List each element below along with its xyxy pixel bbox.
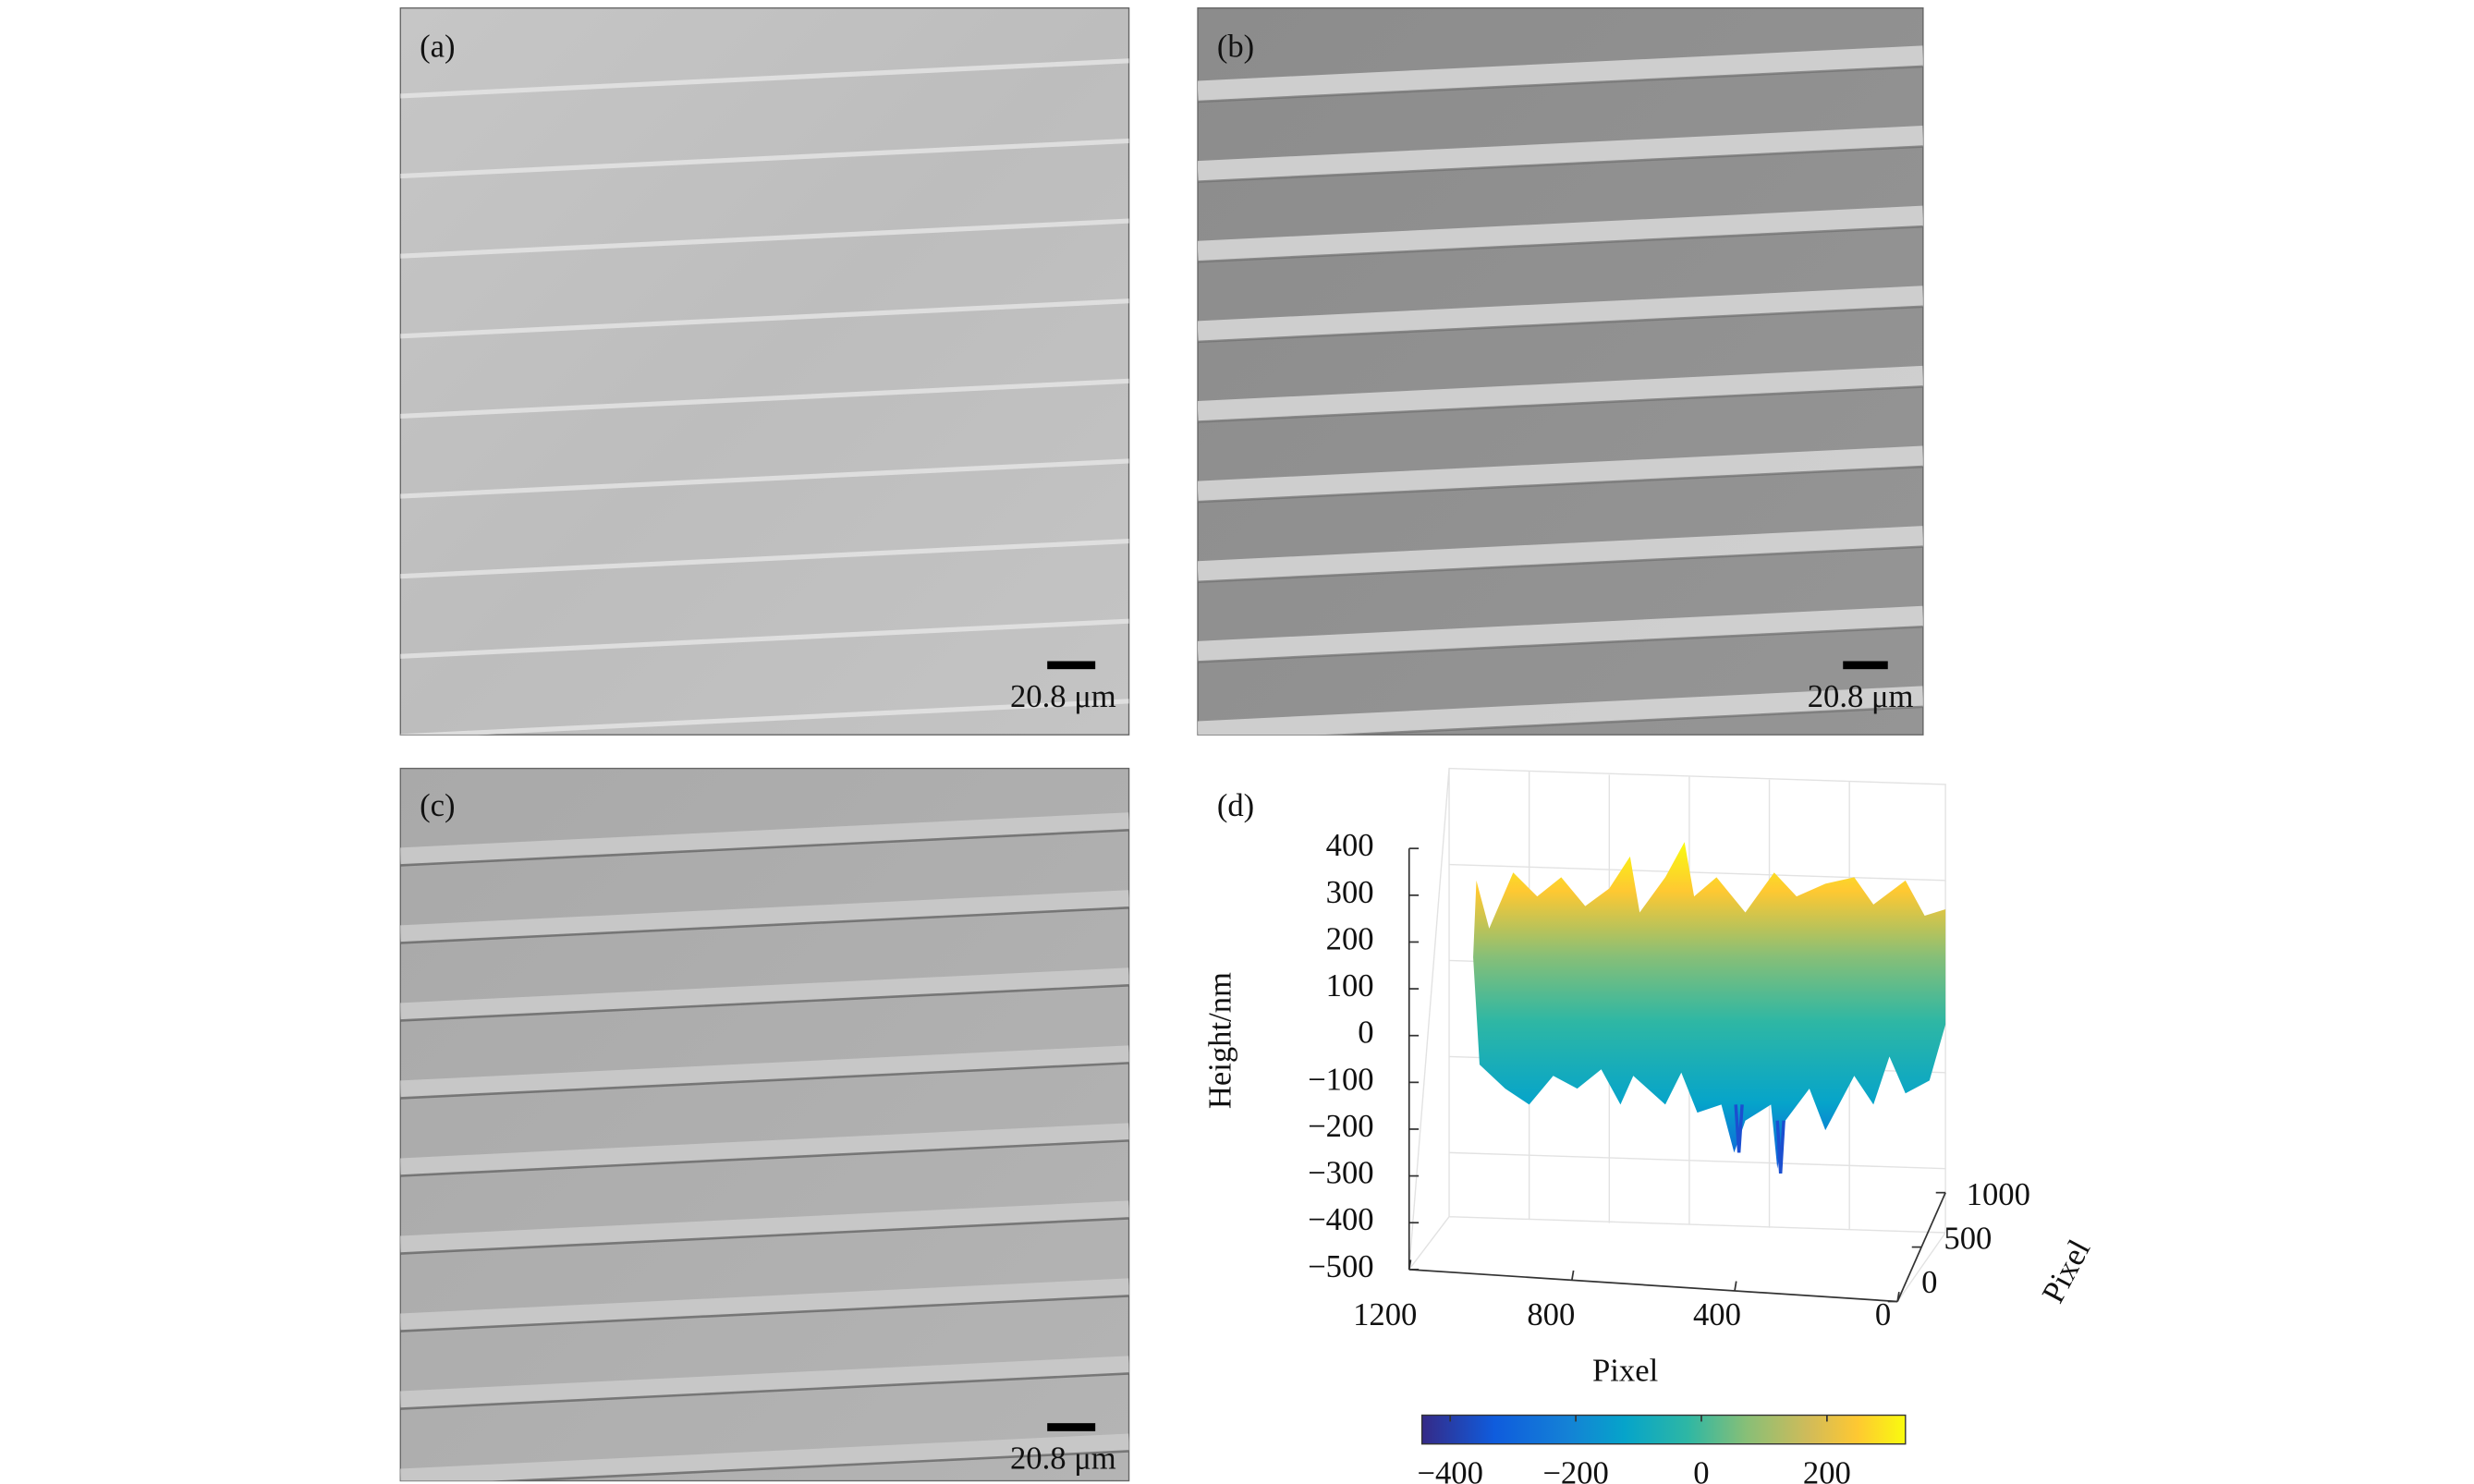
stripe: [400, 1045, 1129, 1099]
z-tick-label: 300: [1326, 875, 1374, 910]
stripe: [1198, 445, 1923, 503]
y-axis-title: Pixel: [2035, 1235, 2097, 1309]
colorbar-tick-label: 200: [1803, 1455, 1851, 1484]
stripe: [1198, 205, 1923, 262]
stripe: [1198, 526, 1923, 582]
x-tick: [1408, 1259, 1412, 1270]
stripe-edge: [1198, 65, 1923, 103]
y-tick-label: 1000: [1967, 1177, 2030, 1212]
panel-label: (c): [420, 788, 455, 823]
x-tick-label: 0: [1875, 1297, 1891, 1332]
stripe-edge: [400, 1139, 1129, 1177]
panel-label: (d): [1217, 788, 1254, 823]
stripes: [1198, 45, 1923, 736]
x-tick-label: 800: [1527, 1297, 1575, 1332]
stripe: [400, 967, 1129, 1021]
stripe: [400, 699, 1129, 736]
stripe-edge: [491, 1450, 1129, 1481]
z-tick-label: 400: [1326, 828, 1374, 863]
x-tick: [1734, 1281, 1737, 1292]
z-tick-label: 200: [1326, 921, 1374, 956]
stripe-edge: [400, 1372, 1129, 1410]
stripe-edge: [400, 1062, 1129, 1100]
panel-label: (a): [420, 30, 455, 65]
colorbar-tick-label: −200: [1542, 1455, 1608, 1484]
z-tick-label: −200: [1308, 1109, 1373, 1144]
stripe: [400, 1123, 1129, 1176]
stripe-edge: [400, 984, 1129, 1022]
scale-bar-label: 20.8 μm: [1808, 679, 1914, 714]
stripe-edge: [400, 906, 1129, 944]
stripe-edge: [400, 828, 1129, 867]
stripe: [400, 1433, 1129, 1481]
colorbar: [1420, 1414, 1907, 1445]
stripe: [400, 58, 1129, 99]
stripe-edge: [1198, 385, 1923, 423]
y-tick-label: 500: [1944, 1221, 1992, 1256]
stripe-edge: [1198, 625, 1923, 663]
y-tick-label: 0: [1921, 1265, 1937, 1300]
colorbar-tick-label: −400: [1417, 1455, 1482, 1484]
stripe: [1198, 126, 1923, 182]
scale-bar: [1047, 1423, 1096, 1431]
stripe: [400, 378, 1129, 420]
stripe-edge: [1198, 225, 1923, 263]
z-tick-label: −500: [1308, 1249, 1373, 1284]
z-axis-title: Height/nm: [1203, 972, 1238, 1109]
stripe: [1198, 45, 1923, 102]
panel-c: (c) 20.8 μm: [399, 767, 1130, 1482]
micrograph: [399, 6, 1130, 736]
panel-label: (b): [1217, 30, 1254, 65]
stripe: [400, 458, 1129, 499]
height-surface: [1473, 842, 1946, 1169]
panel-b: (b) 20.8 μm: [1197, 6, 1924, 736]
stripe-edge: [1198, 305, 1923, 344]
stripe: [1198, 286, 1923, 342]
stripe-edge: [1198, 545, 1923, 584]
stripe: [400, 1278, 1129, 1332]
z-tick-label: 0: [1358, 1016, 1373, 1051]
stripe: [1198, 605, 1923, 663]
z-tick-label: −400: [1308, 1202, 1373, 1237]
z-tick-label: −100: [1308, 1062, 1373, 1097]
stripe: [1198, 365, 1923, 422]
z-tick-label: −300: [1308, 1156, 1373, 1191]
z-tick-label: 100: [1326, 968, 1374, 1004]
stripes: [400, 58, 1129, 736]
stripe: [400, 298, 1129, 339]
x-axis-line: [1408, 1268, 1898, 1303]
stripe-edge: [1198, 145, 1923, 183]
stripe: [400, 538, 1129, 579]
surface-spike: [1734, 1104, 1785, 1174]
stripe: [400, 890, 1129, 943]
scale-bar: [1047, 661, 1096, 670]
stripe-edge: [1198, 465, 1923, 504]
x-axis-title: Pixel: [1592, 1353, 1658, 1388]
colorbar-tick-label: 0: [1693, 1455, 1709, 1484]
panel-d: (d) Height/nm Pixel Pixel −500 −400 −300 −2…: [1203, 767, 2097, 1484]
stripe: [400, 618, 1129, 659]
stripe: [400, 1200, 1129, 1254]
stripe-edge: [400, 1295, 1129, 1332]
stripe: [1198, 686, 1923, 736]
stripe: [400, 812, 1129, 866]
panel-a: (a) 20.8 μm: [399, 6, 1130, 736]
stripes: [400, 812, 1129, 1481]
x-tick: [1896, 1291, 1900, 1302]
stripe-edge: [1321, 705, 1923, 736]
stripe: [400, 218, 1129, 259]
scale-bar-label: 20.8 μm: [1010, 679, 1116, 714]
x-tick: [1571, 1270, 1575, 1281]
stripe: [400, 138, 1129, 179]
x-tick-label: 1200: [1353, 1297, 1417, 1332]
x-tick-label: 400: [1693, 1297, 1741, 1332]
stripe: [400, 1356, 1129, 1409]
scale-bar: [1843, 661, 1888, 670]
stripe-edge: [400, 1217, 1129, 1255]
scale-bar-label: 20.8 μm: [1010, 1441, 1116, 1477]
